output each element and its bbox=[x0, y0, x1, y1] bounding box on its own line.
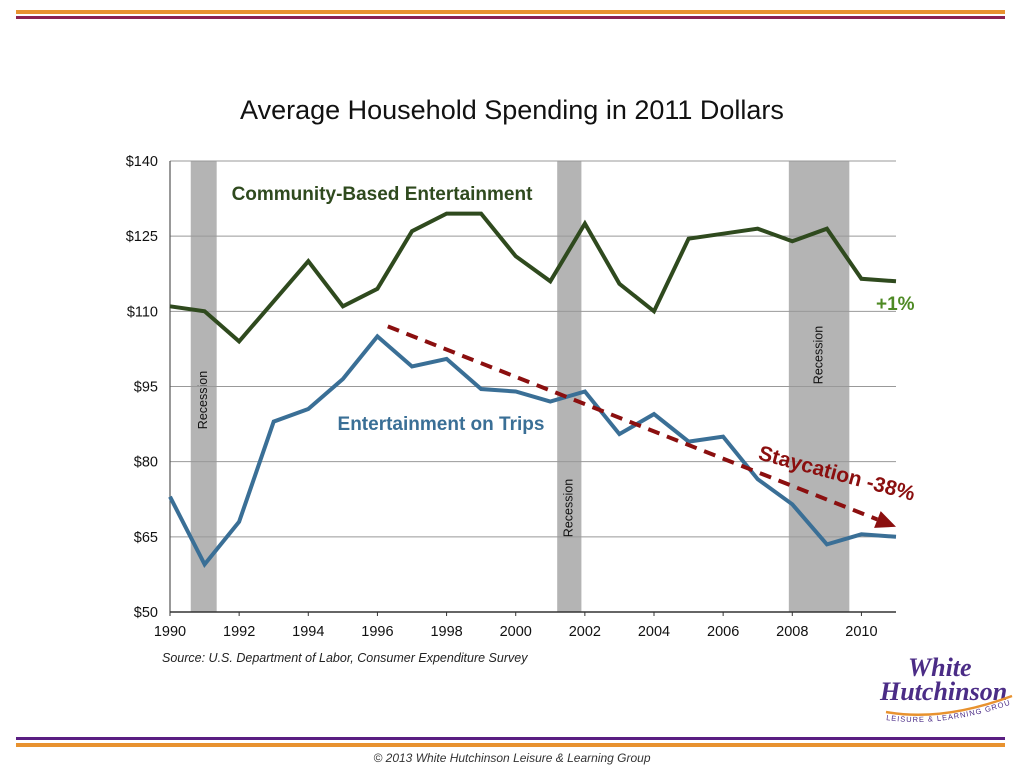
x-tick-label: 1994 bbox=[292, 624, 324, 640]
x-tick-label: 2006 bbox=[707, 624, 739, 640]
y-tick-label: $125 bbox=[126, 229, 158, 245]
bottom-accent-bar-purple bbox=[16, 737, 1005, 740]
chart-title: Average Household Spending in 2011 Dolla… bbox=[240, 95, 784, 125]
recession-label: Recession bbox=[811, 326, 825, 384]
x-tick-label: 2000 bbox=[500, 624, 532, 640]
y-tick-label: $65 bbox=[134, 530, 158, 546]
top-accent-bar-orange bbox=[16, 10, 1005, 14]
source-note: Source: U.S. Department of Labor, Consum… bbox=[162, 651, 528, 665]
axes: $50 $65 $80 $95 $110 $125 $140 1990 1992 1994 1996… bbox=[126, 154, 896, 640]
trend-arrow-head bbox=[874, 511, 896, 528]
logo-word-white: White bbox=[908, 653, 972, 682]
y-tick-label: $110 bbox=[127, 304, 158, 320]
x-tick-label: 2004 bbox=[638, 624, 670, 640]
grid-lines bbox=[170, 160, 896, 538]
x-tick-label: 2010 bbox=[845, 624, 877, 640]
y-tick-label: $140 bbox=[126, 154, 158, 170]
series-line-entertainment-on-trips bbox=[168, 333, 897, 569]
trend-arrow-group bbox=[387, 324, 896, 528]
footer-copyright: © 2013 White Hutchinson Leisure & Learni… bbox=[373, 751, 651, 765]
x-tick-label: 1996 bbox=[361, 624, 393, 640]
x-tick-label: 1998 bbox=[430, 624, 462, 640]
x-tick-label: 1990 bbox=[154, 624, 186, 640]
series-lines bbox=[168, 211, 897, 569]
logo-swoosh bbox=[885, 694, 1013, 716]
series-label-community: Community-Based Entertainment bbox=[232, 184, 534, 205]
trend-arrow-line bbox=[387, 324, 879, 522]
x-tick-label: 2002 bbox=[569, 624, 601, 640]
recession-label: Recession bbox=[196, 371, 210, 429]
y-tick-label: $80 bbox=[134, 455, 158, 471]
y-tick-label: $95 bbox=[134, 380, 158, 396]
bottom-accent-bar-orange bbox=[16, 743, 1005, 747]
series-label-trips: Entertainment on Trips bbox=[338, 414, 545, 435]
x-tick-label: 2008 bbox=[776, 624, 808, 640]
series-line-community-based-entertainment bbox=[169, 211, 897, 345]
logo-word-hutchinson: Hutchinson bbox=[879, 677, 1007, 706]
community-change-label: +1% bbox=[876, 294, 915, 315]
company-logo: White Hutchinson LEISURE & LEARNING GROU… bbox=[862, 650, 1013, 724]
top-accent-bar-purple bbox=[16, 16, 1005, 19]
y-tick-label: $50 bbox=[134, 605, 158, 621]
recession-label: Recession bbox=[562, 479, 576, 537]
x-tick-label: 1992 bbox=[223, 624, 255, 640]
